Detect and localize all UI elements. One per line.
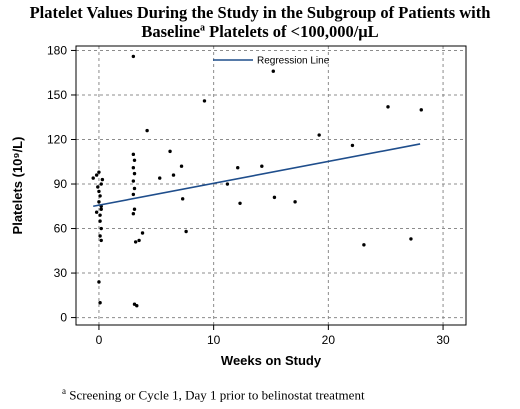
data-point-33 xyxy=(135,304,139,308)
data-point-23 xyxy=(132,171,137,176)
data-point-9 xyxy=(100,177,105,182)
data-point-10 xyxy=(99,182,103,186)
data-point-47 xyxy=(272,195,277,200)
legend-label-regression-line: Regression Line xyxy=(257,56,330,67)
y-tick-label-0: 0 xyxy=(60,311,67,325)
footnote: a Screening or Cycle 1, Day 1 prior to b… xyxy=(62,386,365,403)
data-point-17 xyxy=(98,301,102,305)
chart-title-line-1: Platelet Values During the Study in the … xyxy=(29,3,491,22)
data-point-5 xyxy=(97,200,101,204)
data-point-0 xyxy=(91,176,95,180)
footnote-text: Screening or Cycle 1, Day 1 prior to bel… xyxy=(66,387,365,403)
data-point-27 xyxy=(132,207,137,211)
x-tick-label-0: 0 xyxy=(96,333,103,347)
x-tick-label-2: 20 xyxy=(322,333,336,347)
data-point-15 xyxy=(99,238,103,243)
data-point-25 xyxy=(132,186,137,191)
axis-ticks: 0 10 20 30 0 30 60 90 120 150 180 xyxy=(47,43,450,347)
data-point-11 xyxy=(97,189,101,194)
data-point-2 xyxy=(97,170,101,174)
chart-title-platelets: Platelets of <100,000/μL xyxy=(205,22,379,41)
chart-title-line-2: Baselinea Platelets of <100,000/μL xyxy=(0,22,520,41)
data-point-35 xyxy=(158,176,162,180)
y-tick-label-5: 150 xyxy=(47,88,67,102)
data-point-48 xyxy=(293,200,297,204)
data-point-16 xyxy=(97,280,101,284)
y-tick-label-4: 120 xyxy=(47,132,67,146)
data-point-30 xyxy=(137,238,141,243)
chart-title-footnote-marker: a xyxy=(200,22,205,34)
data-point-21 xyxy=(132,158,137,162)
data-point-38 xyxy=(179,164,184,168)
data-point-40 xyxy=(184,229,188,234)
data-point-49 xyxy=(317,133,321,137)
chart-gridlines xyxy=(76,46,466,325)
data-point-29 xyxy=(133,240,138,244)
data-point-8 xyxy=(98,213,102,217)
chart-title-baseline: Baseline xyxy=(141,22,200,41)
data-point-26 xyxy=(131,192,136,197)
data-points xyxy=(91,54,423,308)
data-point-36 xyxy=(168,149,172,154)
data-point-13 xyxy=(99,226,103,231)
data-point-39 xyxy=(180,197,185,201)
data-point-54 xyxy=(419,108,423,112)
data-point-42 xyxy=(225,182,230,186)
data-point-7 xyxy=(94,210,99,214)
data-point-52 xyxy=(386,105,390,109)
x-axis-label: Weeks on Study xyxy=(221,353,322,368)
data-point-1 xyxy=(94,173,99,177)
data-point-3 xyxy=(96,185,100,189)
data-point-4 xyxy=(98,194,102,198)
data-point-46 xyxy=(271,69,275,73)
chart-title: Platelet Values During the Study in the … xyxy=(0,3,520,41)
y-tick-label-3: 90 xyxy=(54,177,68,191)
footnote-marker: a xyxy=(62,386,66,396)
data-point-45 xyxy=(260,164,264,168)
data-point-22 xyxy=(131,165,136,170)
data-point-14 xyxy=(98,234,102,238)
data-point-28 xyxy=(131,211,136,216)
data-point-44 xyxy=(238,201,242,206)
y-tick-label-2: 60 xyxy=(54,222,68,236)
data-point-20 xyxy=(131,152,136,157)
data-point-19 xyxy=(131,54,136,59)
x-tick-label-1: 10 xyxy=(207,333,221,347)
x-tick-label-3: 30 xyxy=(436,333,450,347)
plot-frame xyxy=(75,45,467,326)
data-point-24 xyxy=(131,179,136,183)
y-tick-label-6: 180 xyxy=(47,43,67,57)
y-axis-label: Platelets (10⁹/L) xyxy=(10,137,25,235)
regression-line xyxy=(93,143,421,208)
data-point-50 xyxy=(350,143,355,148)
y-tick-label-1: 30 xyxy=(54,266,68,280)
data-point-34 xyxy=(145,128,149,133)
data-point-12 xyxy=(98,219,102,223)
data-point-43 xyxy=(236,165,240,170)
data-point-37 xyxy=(171,173,176,177)
data-point-18 xyxy=(99,207,103,211)
data-point-41 xyxy=(202,99,207,103)
data-point-53 xyxy=(409,237,413,241)
data-point-51 xyxy=(362,243,366,247)
data-point-31 xyxy=(140,231,145,235)
